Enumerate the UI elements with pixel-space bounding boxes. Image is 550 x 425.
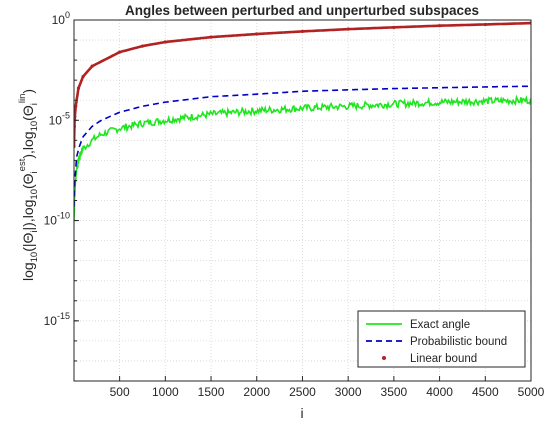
legend-label-exact: Exact angle [410,319,470,331]
linear-bound-point [163,40,167,44]
x-tick-label-2500: 2500 [289,385,316,399]
linear-bound-point [118,50,122,54]
linear-bound-point [74,115,77,119]
y-tick-label: 10-10 [44,211,70,228]
legend: Exact angle Probabilistic bound Linear b… [357,310,526,368]
linear-bound-point [140,44,145,48]
linear-bound-point [255,32,259,36]
x-tick-label-4500: 4500 [472,385,499,399]
x-tick-label-5000: 5000 [518,385,545,399]
x-axis-label: i [300,405,303,421]
axis-ticks: 500 1000 1500 2000 2500 3000 3500 4000 4500 5000 1… [44,10,545,399]
x-tick-label-4000: 4000 [426,385,453,399]
linear-bound-point [90,64,94,68]
linear-bound-point [81,75,85,79]
chart-title: Angles between perturbed and unperturbed… [125,3,479,18]
legend-label-linear: Linear bound [410,353,477,365]
series-lines [74,21,531,221]
series-line-linear-bound [74,21,531,147]
linear-bound-point [209,35,213,39]
x-tick-label-2000: 2000 [243,385,270,399]
linear-bound-point [76,86,81,90]
linear-bound-point [74,104,78,108]
y-tick-label: 10-5 [49,110,70,127]
x-tick-label-3500: 3500 [381,385,408,399]
linear-bound-point [483,22,487,27]
x-tick-label-1500: 1500 [198,385,225,399]
y-tick-label: 100 [52,10,70,27]
y-axis-label: log10(|Θi|),log10(Θiest),log10(Θilin) [17,89,40,281]
series-line-probabilistic-bound [74,85,531,207]
series-line-exact-angle [74,94,531,221]
legend-label-probabilistic: Probabilistic bound [410,336,507,348]
linear-bound-point [300,29,305,34]
linear-bound-point [437,24,442,28]
x-tick-label-1000: 1000 [152,385,179,399]
legend-swatch-linear [382,356,386,360]
x-tick-label-500: 500 [110,385,130,399]
linear-bound-point [392,25,396,29]
x-tick-label-3000: 3000 [335,385,362,399]
linear-bound-point [346,27,350,31]
y-tick-label: 10-15 [44,311,70,328]
